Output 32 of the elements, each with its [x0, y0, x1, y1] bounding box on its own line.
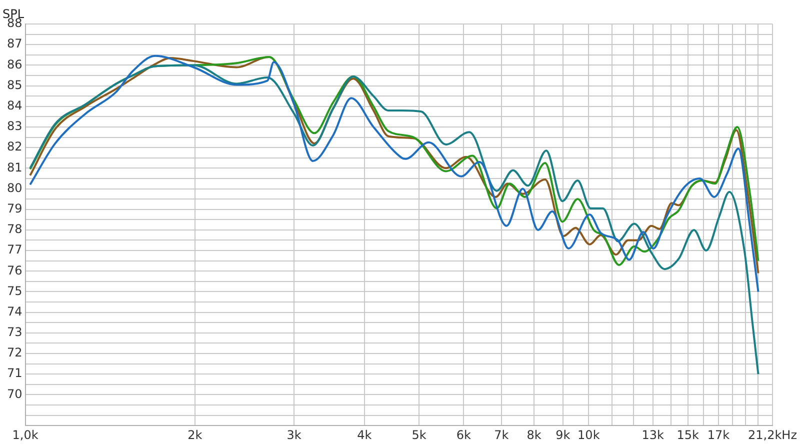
y-tick-label: 80: [6, 180, 22, 195]
x-tick-label: 9k: [556, 428, 570, 442]
y-tick-label: 76: [6, 263, 22, 278]
y-tick-label: 77: [6, 242, 22, 257]
x-tick-label: 2k: [188, 428, 202, 442]
y-tick-label: 79: [6, 201, 22, 216]
x-tick-label: 8k: [526, 428, 542, 442]
y-tick-label: 81: [6, 160, 22, 174]
x-tick-label: 5k: [412, 428, 426, 442]
x-tick-label: 3k: [286, 428, 302, 442]
y-tick-label: 71: [6, 366, 22, 380]
x-tick-label: 13k: [642, 428, 664, 442]
x-tick-label: 17k: [707, 428, 730, 442]
y-tick-label: 87: [6, 36, 22, 51]
x-tick-label: 15k: [676, 428, 700, 442]
y-tick-label: 75: [6, 284, 22, 298]
x-tick-label: 6k: [456, 428, 472, 442]
y-tick-label: 84: [6, 98, 22, 113]
y-tick-label: 73: [6, 325, 22, 340]
y-tick-label: 72: [6, 346, 22, 360]
y-tick-label: 82: [6, 140, 22, 154]
x-tick-label: 1,0k: [12, 428, 38, 442]
x-tick-label: 10k: [578, 428, 600, 442]
y-tick-label: 78: [6, 222, 22, 236]
y-tick-label: 83: [6, 119, 22, 134]
y-tick-label: 86: [6, 57, 22, 72]
x-tick-label: 4k: [357, 428, 372, 442]
x-tick-label: 7k: [494, 428, 509, 442]
y-tick-label: 85: [6, 78, 22, 92]
y-tick-label: 70: [6, 386, 22, 401]
y-tick-label: 74: [6, 304, 22, 318]
x-tick-label: 21,2kHz: [748, 428, 798, 442]
